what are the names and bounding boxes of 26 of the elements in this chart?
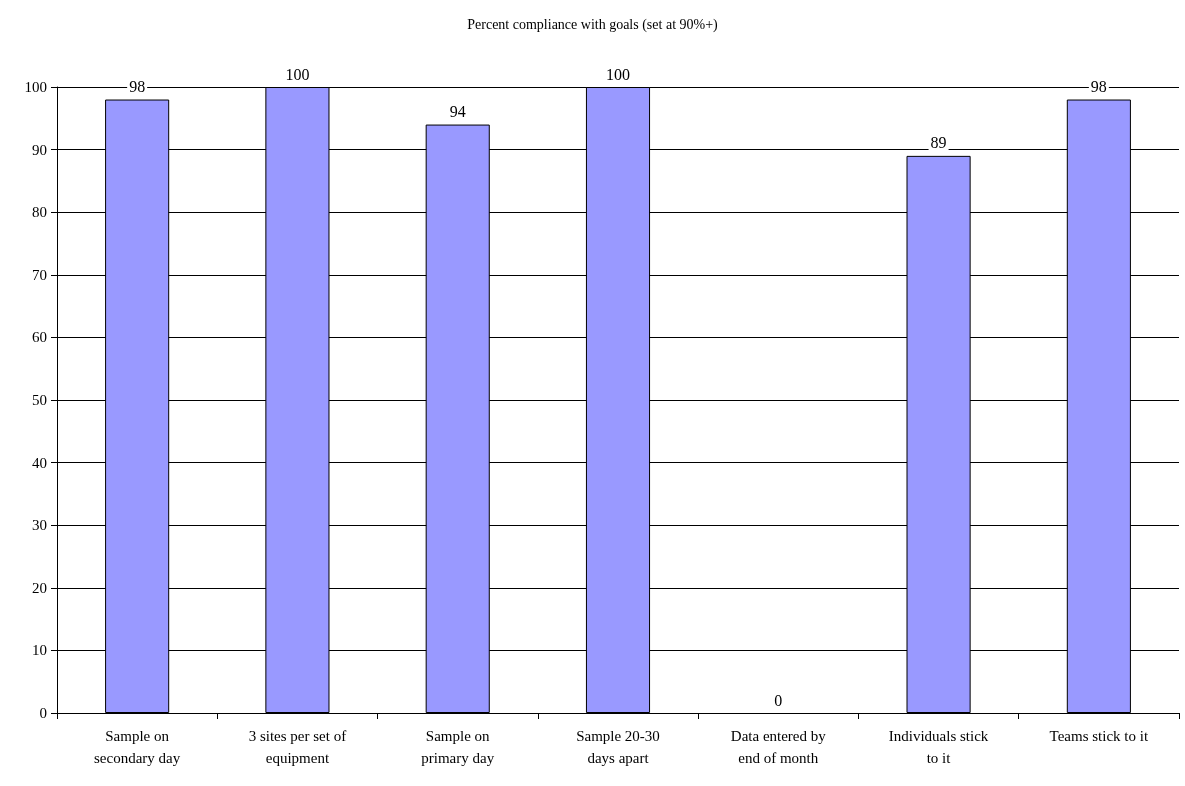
data-label: 89 (930, 134, 947, 152)
x-tick-label: 3 sites per set of equipment (248, 728, 347, 766)
data-label: 98 (1090, 78, 1107, 96)
data-label: 100 (285, 65, 310, 83)
x-tick-label: Data entered by end of month (730, 728, 827, 766)
x-tick-label: Sample on secondary day (94, 728, 181, 766)
chart-title: Percent compliance with goals (set at 90%+) (467, 16, 719, 33)
y-tick-label: 60 (32, 329, 47, 346)
x-tick-label: Individuals stick to it (888, 728, 989, 766)
y-tick-label: 30 (32, 517, 47, 534)
y-tick-label: 80 (32, 204, 47, 221)
x-tick-label: Teams stick to it (1049, 728, 1149, 744)
x-tick-label: Sample 20-30 days apart (576, 728, 660, 766)
y-tick-label: 20 (32, 579, 47, 596)
y-tick-label: 90 (32, 141, 47, 158)
y-tick-label: 0 (39, 705, 47, 721)
data-label: 94 (449, 103, 466, 121)
data-label: 100 (606, 65, 630, 83)
y-tick-label: 100 (24, 79, 47, 95)
data-label: 0 (774, 691, 783, 709)
y-tick-label: 70 (32, 266, 47, 283)
y-tick-label: 40 (32, 454, 47, 471)
x-tick-label: Sample on primary day (421, 728, 495, 766)
y-tick-label: 10 (32, 642, 47, 659)
data-label: 98 (129, 78, 146, 96)
y-tick-label: 50 (32, 392, 47, 408)
